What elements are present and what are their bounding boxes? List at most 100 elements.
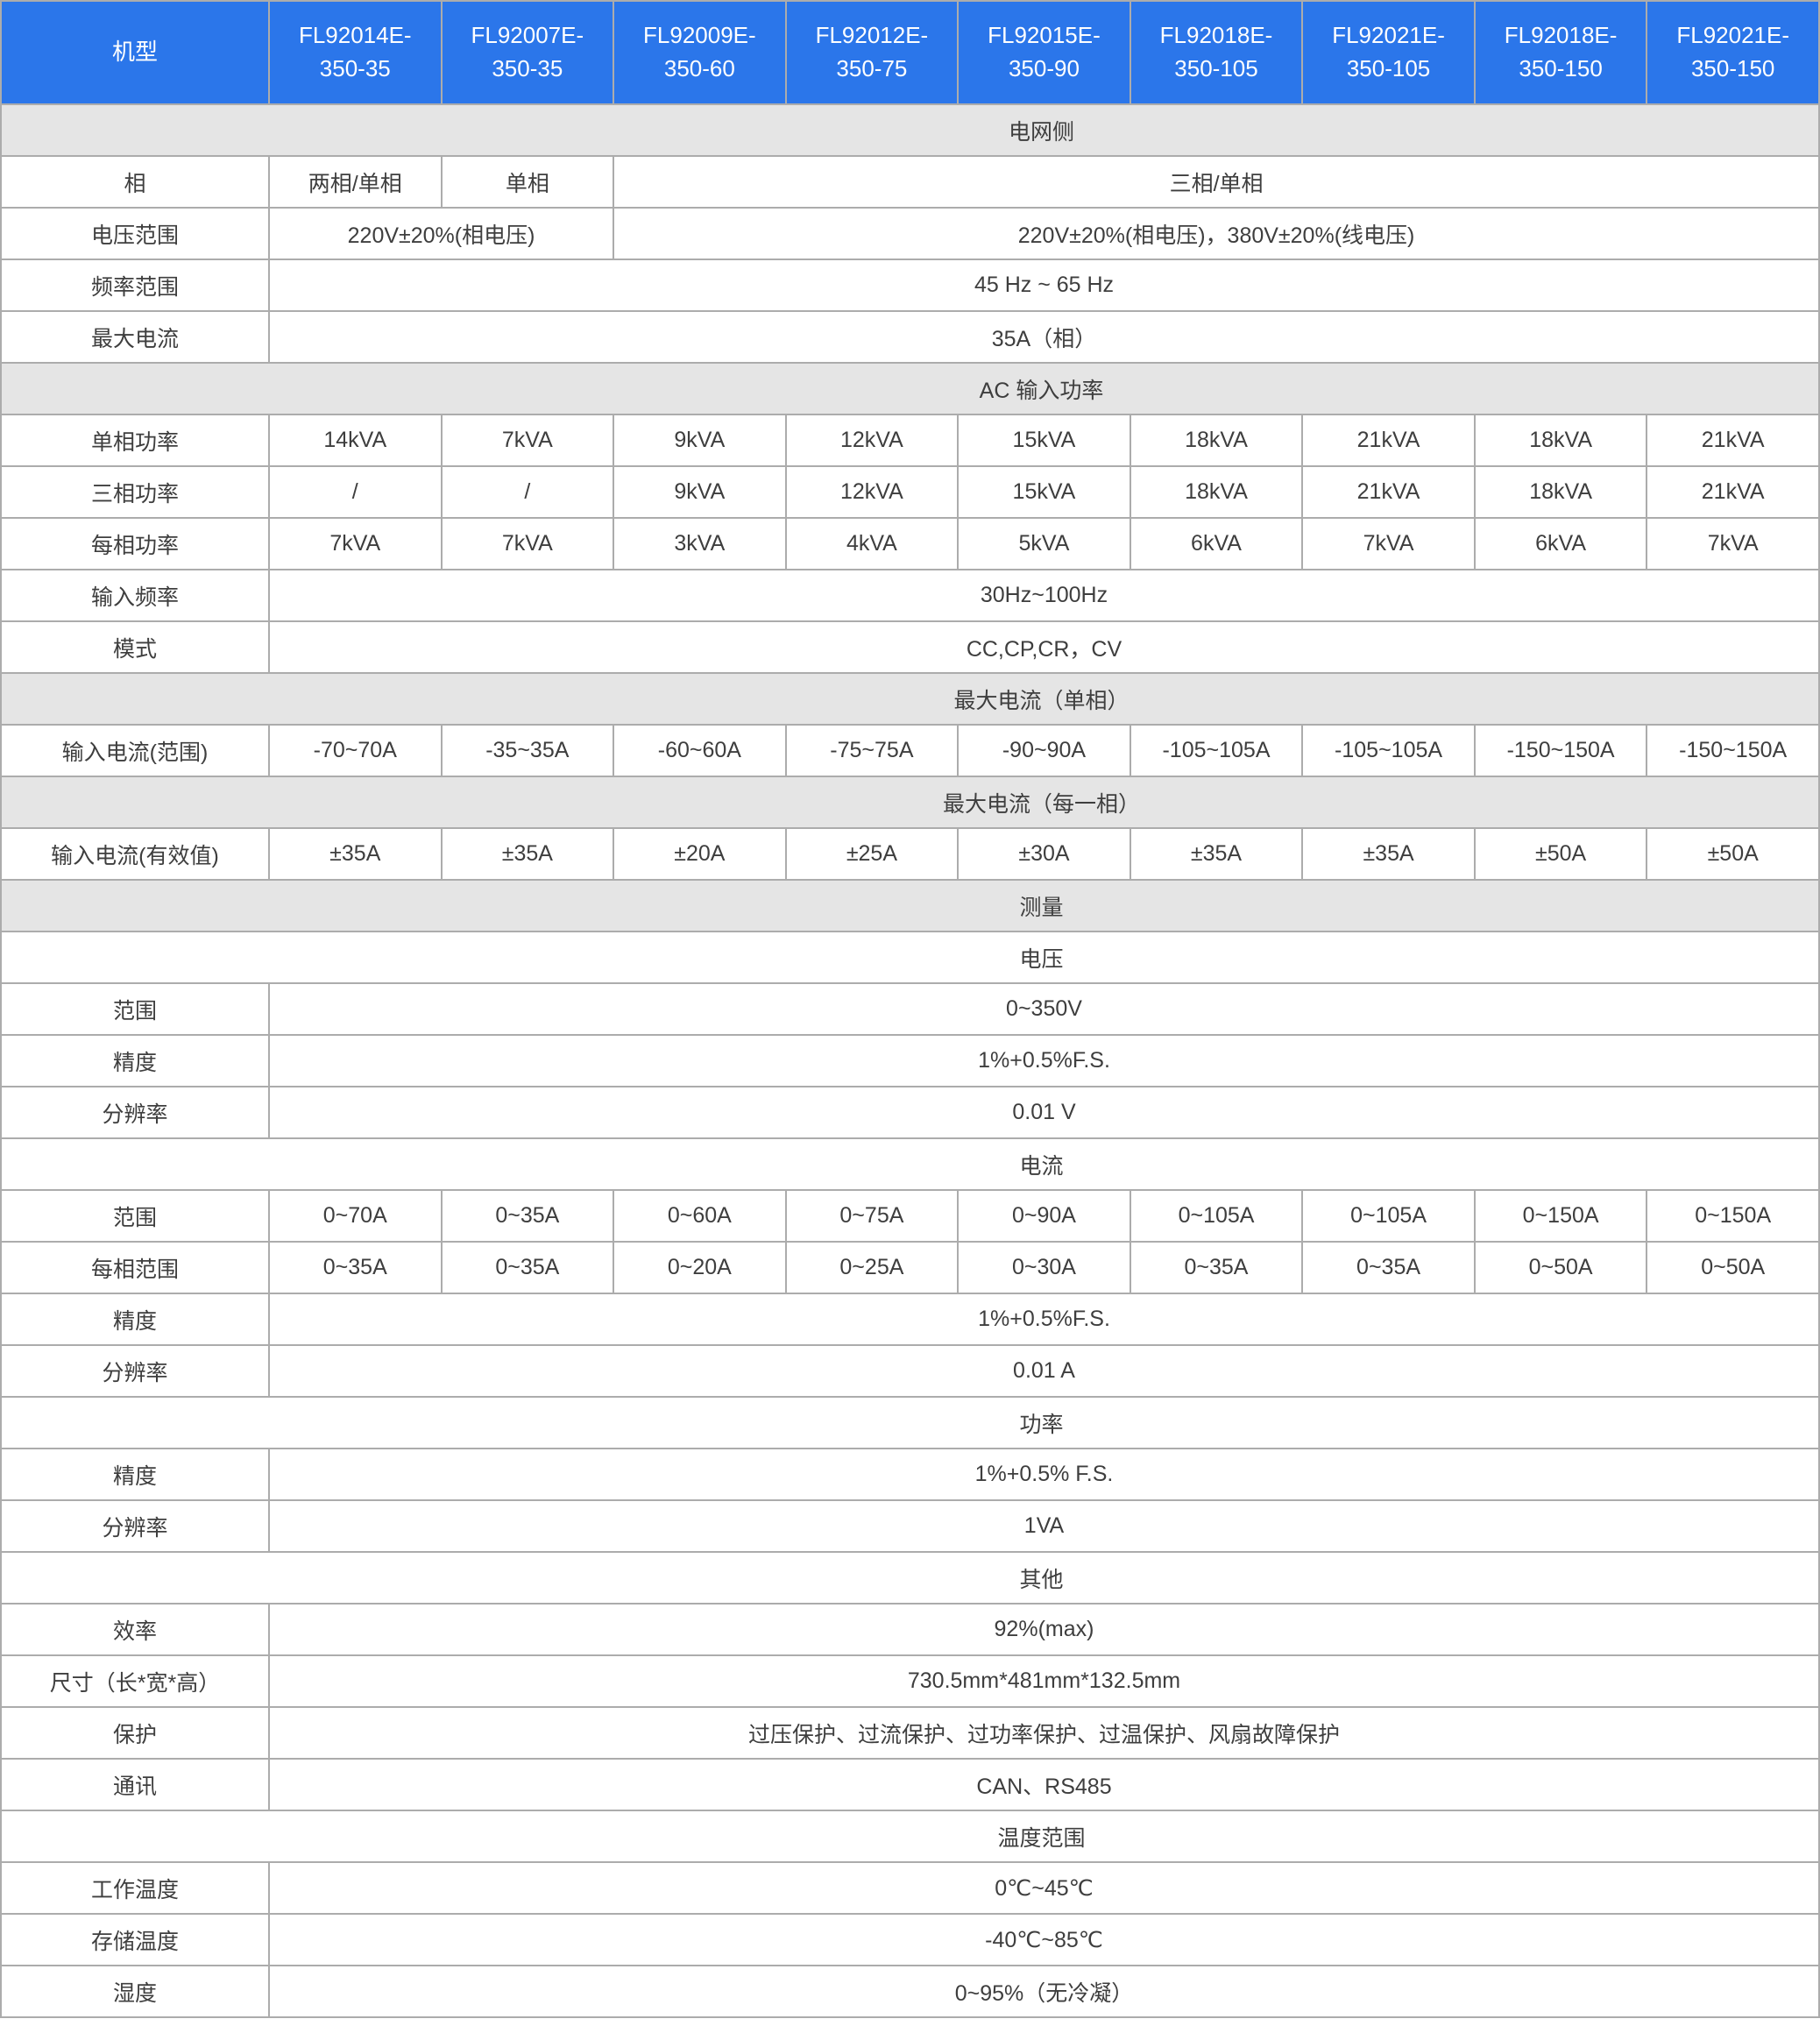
row-label-cell: 精度 bbox=[0, 1448, 270, 1501]
value-cell: 9kVA bbox=[613, 414, 787, 467]
section-band-row: 电网侧 bbox=[0, 103, 1820, 157]
value-cell: 21kVA bbox=[1301, 414, 1476, 467]
table-row: 相两相/单相 单相 三相/单相 bbox=[0, 155, 1820, 209]
value-cell: 0~75A bbox=[784, 1189, 960, 1243]
section-title: 电流 bbox=[0, 1137, 1820, 1191]
value-cell: 0℃~45℃ bbox=[268, 1861, 1820, 1915]
table-row: 分辨率 0.01 A bbox=[0, 1344, 1820, 1398]
model-header-row: 机型 FL92014E- 350-35 FL92007E- 350-35 FL9200… bbox=[0, 0, 1820, 105]
value-cell: 0~150A bbox=[1646, 1189, 1820, 1243]
value-cell: -90~90A bbox=[957, 724, 1131, 777]
model-header-cell: FL92015E- 350-90 bbox=[957, 0, 1131, 105]
row-label-cell: 精度 bbox=[0, 1293, 270, 1346]
value-cell: 7kVA bbox=[440, 517, 615, 570]
row-label-cell: 尺寸（长*宽*高） bbox=[0, 1654, 270, 1708]
value-cell: -40℃~85℃ bbox=[268, 1913, 1820, 1966]
table-row: 尺寸（长*宽*高） 730.5mm*481mm*132.5mm bbox=[0, 1654, 1820, 1708]
value-cell: 0~35A bbox=[1301, 1241, 1476, 1294]
row-label-cell: 范围 bbox=[0, 982, 270, 1036]
value-cell: 730.5mm*481mm*132.5mm bbox=[268, 1654, 1820, 1708]
table-row: 存储温度 -40℃~85℃ bbox=[0, 1913, 1820, 1966]
value-cell: 15kVA bbox=[957, 465, 1131, 519]
value-cell: 1%+0.5%F.S. bbox=[268, 1293, 1820, 1346]
value-cell: 21kVA bbox=[1646, 414, 1820, 467]
table-row: 精度 1%+0.5%F.S. bbox=[0, 1034, 1820, 1087]
table-row: 模式 CC,CP,CR，CV bbox=[0, 620, 1820, 674]
row-label-cell: 每相范围 bbox=[0, 1241, 270, 1294]
value-cell: 0~50A bbox=[1473, 1241, 1648, 1294]
value-cell: 0~50A bbox=[1646, 1241, 1820, 1294]
value-cell: 12kVA bbox=[784, 414, 960, 467]
row-label-cell: 输入电流(范围) bbox=[0, 724, 270, 777]
model-column-title: 机型 bbox=[0, 0, 270, 105]
row-label-cell: 通讯 bbox=[0, 1758, 270, 1811]
value-cell: 30Hz~100Hz bbox=[268, 569, 1820, 622]
value-cell: 0.01 A bbox=[268, 1344, 1820, 1398]
value-cell: 7kVA bbox=[1646, 517, 1820, 570]
value-cell: 0~350V bbox=[268, 982, 1820, 1036]
value-cell: 1VA bbox=[268, 1499, 1820, 1553]
value-cell: 7kVA bbox=[268, 517, 443, 570]
value-cell: 0~105A bbox=[1129, 1189, 1304, 1243]
value-cell: 21kVA bbox=[1301, 465, 1476, 519]
table-row: 每相功率 7kVA 7kVA 3kVA 4kVA 5kVA 6kVA 7kVA 6kVA 7kVA bbox=[0, 517, 1820, 570]
subsection-band-row: 电流 bbox=[0, 1137, 1820, 1191]
model-header-cell: FL92021E- 350-105 bbox=[1301, 0, 1476, 105]
model-header-cell: FL92021E- 350-150 bbox=[1646, 0, 1820, 105]
value-cell: 15kVA bbox=[957, 414, 1131, 467]
value-cell: 18kVA bbox=[1473, 414, 1648, 467]
value-cell: -105~105A bbox=[1301, 724, 1476, 777]
subsection-band-row: 其他 bbox=[0, 1551, 1820, 1605]
value-cell: -75~75A bbox=[784, 724, 960, 777]
value-cell: 0~35A bbox=[440, 1241, 615, 1294]
value-cell: 0~25A bbox=[784, 1241, 960, 1294]
model-header-cell: FL92012E- 350-75 bbox=[784, 0, 960, 105]
value-cell: 三相/单相 bbox=[613, 155, 1820, 209]
section-band-row: AC 输入功率 bbox=[0, 362, 1820, 415]
value-cell: 220V±20%(相电压) bbox=[267, 207, 615, 260]
row-label-cell: 精度 bbox=[0, 1034, 270, 1087]
section-band-row: 测量 bbox=[0, 879, 1820, 932]
section-title: AC 输入功率 bbox=[0, 362, 1820, 415]
value-cell: 18kVA bbox=[1473, 465, 1648, 519]
table-row: 保护 过压保护、过流保护、过功率保护、过温保护、风扇故障保护 bbox=[0, 1706, 1820, 1760]
value-cell: 35A（相） bbox=[268, 310, 1820, 364]
value-cell: 4kVA bbox=[784, 517, 960, 570]
table-row: 频率范围 45 Hz ~ 65 Hz bbox=[0, 259, 1820, 312]
table-row: 精度 1%+0.5%F.S. bbox=[0, 1293, 1820, 1346]
row-label-cell: 保护 bbox=[0, 1706, 270, 1760]
model-header-cell: FL92014E- 350-35 bbox=[268, 0, 443, 105]
value-cell: 0~30A bbox=[957, 1241, 1131, 1294]
table-row: 通讯 CAN、RS485 bbox=[0, 1758, 1820, 1811]
table-row: 单相功率 14kVA 7kVA 9kVA 12kVA 15kVA 18kVA 21kVA 18k… bbox=[0, 414, 1820, 467]
section-title: 测量 bbox=[0, 879, 1820, 932]
value-cell: 0~95%（无冷凝） bbox=[268, 1965, 1820, 2018]
value-cell: CAN、RS485 bbox=[268, 1758, 1820, 1811]
value-cell: 5kVA bbox=[957, 517, 1131, 570]
table-row: 最大电流 35A（相） bbox=[0, 310, 1820, 364]
model-header-cell: FL92018E- 350-150 bbox=[1473, 0, 1648, 105]
row-label-cell: 输入频率 bbox=[0, 569, 270, 622]
model-header-cell: FL92018E- 350-105 bbox=[1129, 0, 1304, 105]
value-cell: -150~150A bbox=[1646, 724, 1820, 777]
table-row: 电压范围 220V±20%(相电压) 220V±20%(相电压)，380V±20%(… bbox=[0, 207, 1820, 260]
section-band-row: 最大电流（每一相） bbox=[0, 776, 1820, 829]
value-cell: ±25A bbox=[784, 827, 960, 881]
value-cell: 18kVA bbox=[1129, 414, 1304, 467]
table-row: 每相范围 0~35A 0~35A 0~20A 0~25A 0~30A 0~35A 0~35A 0… bbox=[0, 1241, 1820, 1294]
value-cell: 7kVA bbox=[1301, 517, 1476, 570]
value-cell: 220V±20%(相电压)，380V±20%(线电压) bbox=[613, 207, 1820, 260]
table-row: 效率 92%(max) bbox=[0, 1603, 1820, 1656]
value-cell: 6kVA bbox=[1473, 517, 1648, 570]
row-label-cell: 分辨率 bbox=[0, 1344, 270, 1398]
table-row: 范围 0~350V bbox=[0, 982, 1820, 1036]
value-cell: -70~70A bbox=[268, 724, 443, 777]
value-cell: 0~150A bbox=[1473, 1189, 1648, 1243]
section-title: 温度范围 bbox=[0, 1810, 1820, 1863]
value-cell: 9kVA bbox=[613, 465, 787, 519]
value-cell: / bbox=[268, 465, 443, 519]
section-title: 其他 bbox=[0, 1551, 1820, 1605]
section-title: 最大电流（每一相） bbox=[0, 776, 1820, 829]
subsection-band-row: 温度范围 bbox=[0, 1810, 1820, 1863]
value-cell: 0~70A bbox=[268, 1189, 443, 1243]
